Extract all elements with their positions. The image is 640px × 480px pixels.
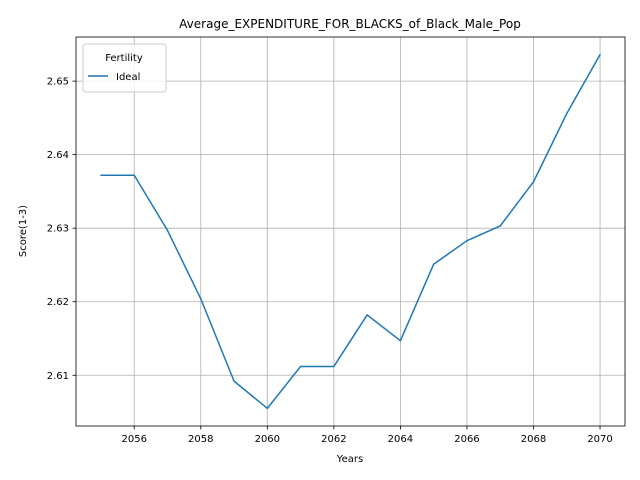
data-point <box>499 225 501 227</box>
data-point <box>166 229 169 232</box>
y-tick-label: 2.62 <box>47 297 69 308</box>
data-point <box>399 339 402 342</box>
y-tick-label: 2.63 <box>47 224 69 235</box>
x-tick-label: 2060 <box>255 434 280 445</box>
data-point <box>266 407 269 410</box>
data-point <box>233 380 235 382</box>
series-lines <box>100 53 601 410</box>
data-point <box>299 365 302 368</box>
plot-frame <box>75 36 626 427</box>
x-tick-label: 2066 <box>454 434 479 445</box>
data-point <box>599 53 601 56</box>
data-point <box>133 174 135 176</box>
legend-label-ideal: Ideal <box>116 72 140 83</box>
data-point <box>366 314 368 316</box>
x-tick-label: 2064 <box>388 434 413 445</box>
chart-title: Average_EXPENDITURE_FOR_BLACKS_of_Black_… <box>179 17 521 31</box>
x-axis-title: Years <box>336 454 363 465</box>
legend: Fertility Ideal <box>82 43 167 93</box>
grid <box>76 37 625 426</box>
ticks: 2056 2058 2060 2062 2064 2066 2068 2070 2.61 2.62… <box>47 77 613 445</box>
data-point <box>532 181 535 183</box>
x-tick-label: 2070 <box>587 434 612 445</box>
data-point <box>200 298 202 300</box>
y-axis-title: Score(1-3) <box>18 205 29 257</box>
x-tick-label: 2068 <box>521 434 546 445</box>
y-tick-label: 2.65 <box>47 77 69 88</box>
x-tick-label: 2056 <box>122 434 147 445</box>
legend-title: Fertility <box>105 53 143 64</box>
data-point <box>432 263 435 265</box>
series-line-ideal <box>100 54 601 410</box>
y-tick-label: 2.61 <box>47 371 69 382</box>
legend-box <box>82 43 167 93</box>
data-point <box>466 239 468 242</box>
x-tick-label: 2058 <box>188 434 213 445</box>
data-point <box>566 112 568 115</box>
x-tick-label: 2062 <box>321 434 346 445</box>
data-point <box>333 365 335 368</box>
y-tick-label: 2.64 <box>47 150 69 161</box>
data-point <box>100 174 102 176</box>
